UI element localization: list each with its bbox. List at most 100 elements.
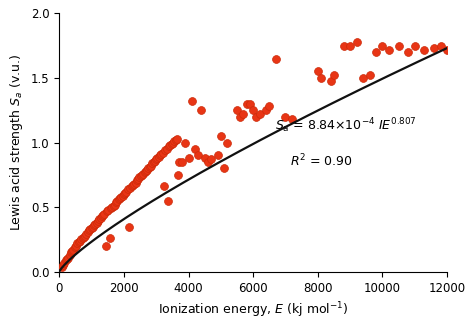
Point [220, 166, 228, 171]
Point [71, 245, 79, 250]
Point [111, 202, 118, 207]
Point [106, 236, 113, 241]
Point [89, 224, 97, 229]
Point [168, 141, 175, 147]
Point [167, 143, 174, 148]
Point [68, 249, 76, 254]
Point [421, 47, 428, 52]
Point [62, 257, 70, 263]
Point [164, 198, 172, 203]
Point [437, 43, 445, 48]
Point [130, 181, 138, 187]
Point [353, 39, 360, 44]
Point [73, 241, 81, 246]
Point [169, 140, 177, 145]
Point [379, 43, 386, 48]
Point [94, 219, 102, 224]
Point [136, 175, 143, 180]
Point [132, 180, 139, 185]
Point [240, 112, 247, 117]
Point [116, 195, 124, 201]
Point [359, 75, 367, 81]
Point [133, 177, 141, 183]
Point [102, 243, 109, 249]
Point [217, 133, 225, 139]
Point [127, 185, 134, 191]
Point [151, 158, 159, 163]
Point [98, 214, 106, 219]
Point [262, 108, 270, 113]
Point [163, 146, 170, 152]
Point [82, 233, 89, 238]
Point [288, 117, 296, 122]
Point [178, 159, 186, 165]
Point [123, 189, 130, 194]
Point [330, 73, 338, 78]
Point [146, 164, 154, 170]
Point [77, 237, 85, 242]
Point [134, 176, 142, 181]
Point [72, 243, 80, 249]
Point [201, 155, 209, 161]
Point [340, 43, 347, 48]
Point [176, 159, 183, 165]
Point [155, 154, 163, 159]
Point [153, 157, 160, 162]
Point [191, 146, 199, 152]
Point [165, 144, 173, 149]
Point [61, 260, 68, 265]
Point [105, 207, 112, 213]
Point [385, 47, 393, 52]
Text: $S_{\rm a}$ = 8.84×10$^{-4}$ $\mathit{IE}^{0.807}$: $S_{\rm a}$ = 8.84×10$^{-4}$ $\mathit{IE… [274, 116, 416, 135]
X-axis label: Ionization energy, $E$ (kj mol$^{-1}$): Ionization energy, $E$ (kj mol$^{-1}$) [158, 300, 348, 320]
Point [120, 192, 128, 197]
Point [148, 161, 156, 166]
Point [174, 172, 182, 177]
Point [272, 56, 280, 61]
Point [100, 211, 108, 216]
Point [121, 190, 129, 195]
Point [160, 184, 168, 189]
Point [66, 252, 73, 257]
Point [114, 198, 121, 203]
Point [96, 216, 103, 221]
Point [224, 140, 231, 145]
Point [75, 239, 82, 245]
Point [59, 263, 67, 268]
Y-axis label: Lewis acid strength $S_a$ (v.u.): Lewis acid strength $S_a$ (v.u.) [9, 54, 25, 231]
Text: $R^{2}$ = 0.90: $R^{2}$ = 0.90 [290, 152, 353, 169]
Point [372, 50, 380, 55]
Point [246, 101, 254, 106]
Point [112, 199, 120, 205]
Point [129, 183, 137, 188]
Point [145, 166, 152, 171]
Point [185, 155, 192, 161]
Point [82, 232, 90, 237]
Point [162, 148, 169, 153]
Point [243, 101, 250, 106]
Point [143, 167, 151, 172]
Point [128, 184, 136, 189]
Point [237, 114, 244, 119]
Point [80, 234, 88, 239]
Point [198, 108, 205, 113]
Point [91, 221, 99, 227]
Point [84, 229, 91, 234]
Point [88, 225, 95, 231]
Point [430, 46, 438, 51]
Point [141, 170, 148, 175]
Point [182, 140, 189, 145]
Point [256, 112, 264, 117]
Point [124, 186, 132, 192]
Point [282, 114, 289, 119]
Point [79, 236, 86, 241]
Point [107, 206, 115, 211]
Point [214, 153, 221, 158]
Point [327, 78, 335, 83]
Point [63, 256, 71, 261]
Point [142, 168, 150, 174]
Point [171, 139, 178, 144]
Point [172, 137, 179, 143]
Point [194, 153, 202, 158]
Point [443, 47, 451, 52]
